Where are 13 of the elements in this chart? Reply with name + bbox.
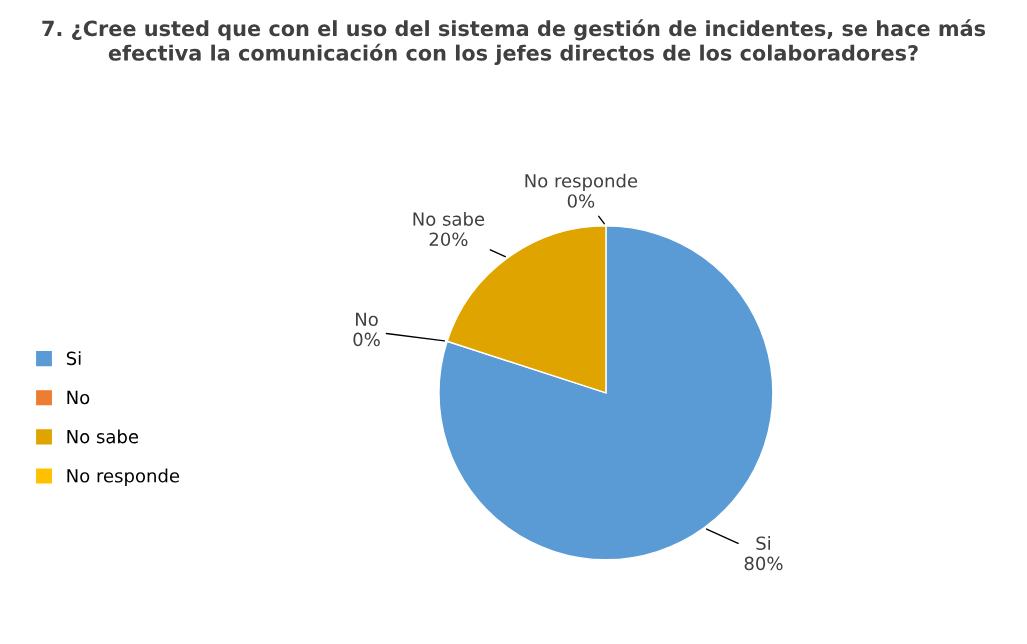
text: 0% [353,332,380,347]
legend-label: No sabe [67,429,139,444]
slice-label: Si [756,536,771,551]
text: 0% [567,194,595,208]
legend-label: No [67,390,90,405]
slice-label: No sabe [413,211,485,226]
category-label: No [356,312,378,327]
chart-title: 7. ¿Cree usted que con el uso del sistema de gestión de incidentes, se hace más efectiva la comunicación con los jefes directos de los colaboradores? [42,19,986,65]
legend-label: Si [66,351,81,366]
data-label: 80% [744,556,783,571]
data-label: 20% [429,232,468,247]
legend-label: No responde [67,468,180,487]
category-label: No responde [525,173,638,192]
